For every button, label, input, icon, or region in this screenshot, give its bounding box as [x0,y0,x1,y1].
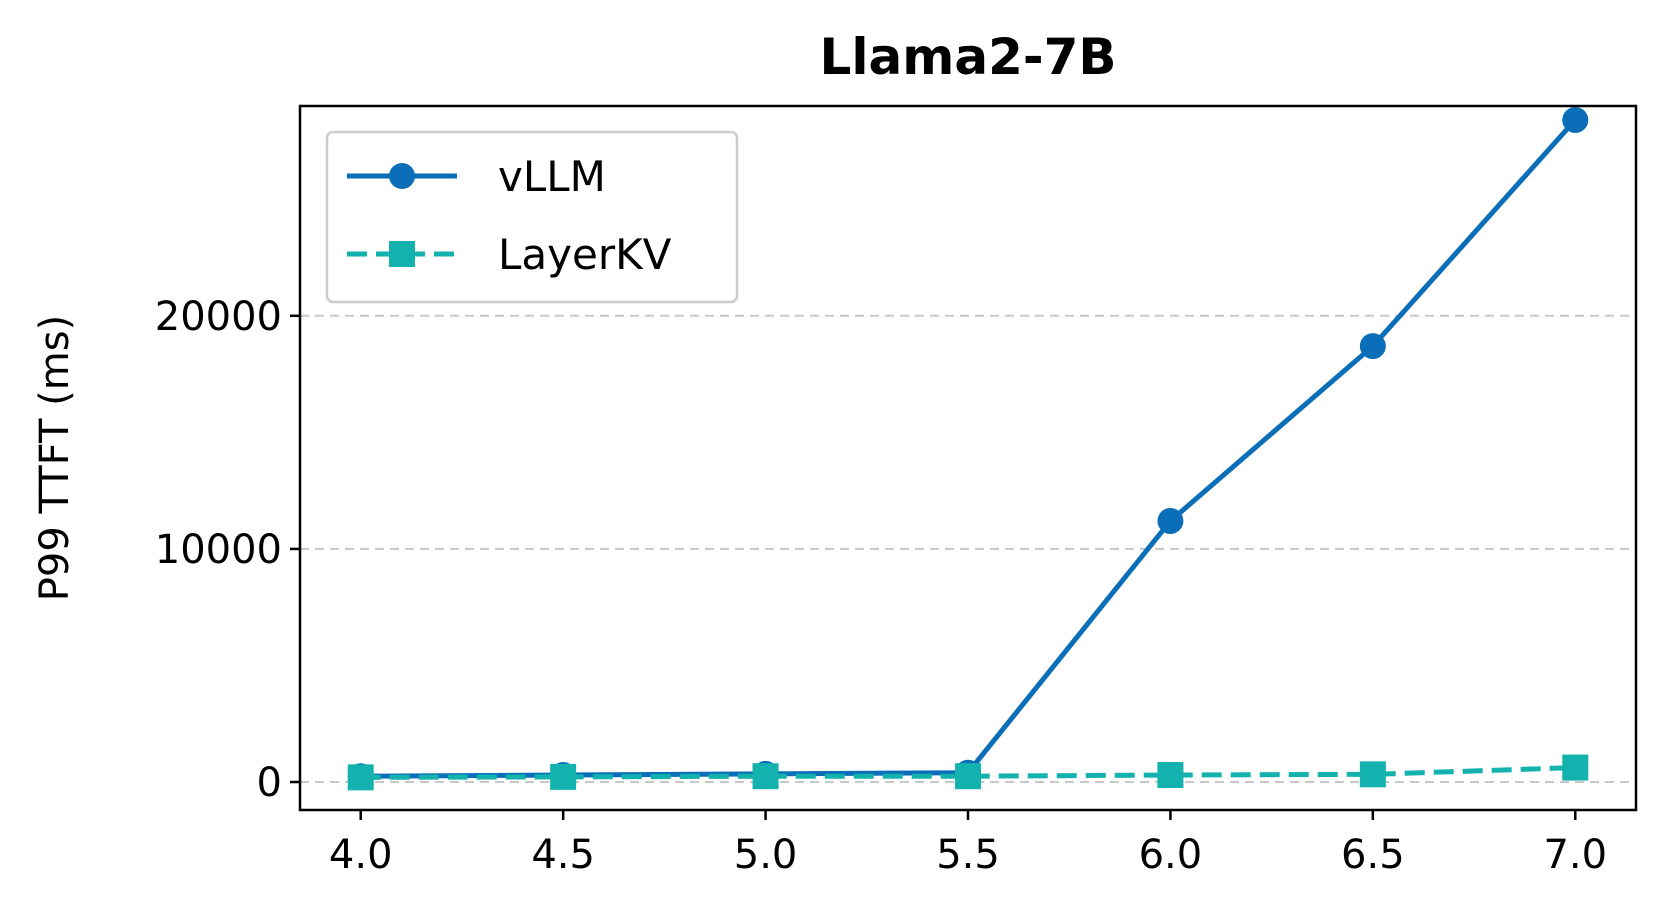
legend-item-layerkv: LayerKV [347,230,672,279]
data-point [1562,754,1589,781]
x-tick-label: 4.0 [329,832,393,878]
legend-label: LayerKV [498,230,672,279]
y-axis: 0 10000 20000 [155,294,300,806]
data-point [1157,762,1184,789]
data-point [1157,507,1184,534]
grid-lines [300,314,1636,784]
x-tick-label: 5.0 [734,832,798,878]
x-tick-label: 6.0 [1139,832,1203,878]
x-tick-label: 5.5 [936,832,1000,878]
x-axis: 4.0 4.5 5.0 5.5 6.0 6.5 7.0 [329,810,1607,878]
legend-marker [389,163,415,189]
series-layer [347,106,1589,791]
y-axis-label: P99 TTFT (ms) [32,315,78,601]
y-tick-label: 0 [257,760,282,806]
data-point [347,764,374,791]
x-tick-label: 6.5 [1341,832,1405,878]
data-point [550,763,577,790]
legend-marker [389,241,415,267]
x-tick-label: 7.0 [1543,832,1607,878]
data-point [1562,106,1589,133]
data-point [1359,761,1386,788]
chart-title: Llama2-7B [819,28,1116,86]
legend: vLLM LayerKV [325,130,739,304]
data-point [1359,333,1386,360]
legend-label: vLLM [498,152,606,201]
x-tick-label: 4.5 [531,832,595,878]
data-point [955,763,981,790]
series-layerkv [347,754,1589,791]
data-point [752,763,779,790]
y-tick-label: 10000 [155,527,282,573]
legend-item-vllm: vLLM [347,152,606,201]
y-tick-label: 20000 [155,294,282,340]
